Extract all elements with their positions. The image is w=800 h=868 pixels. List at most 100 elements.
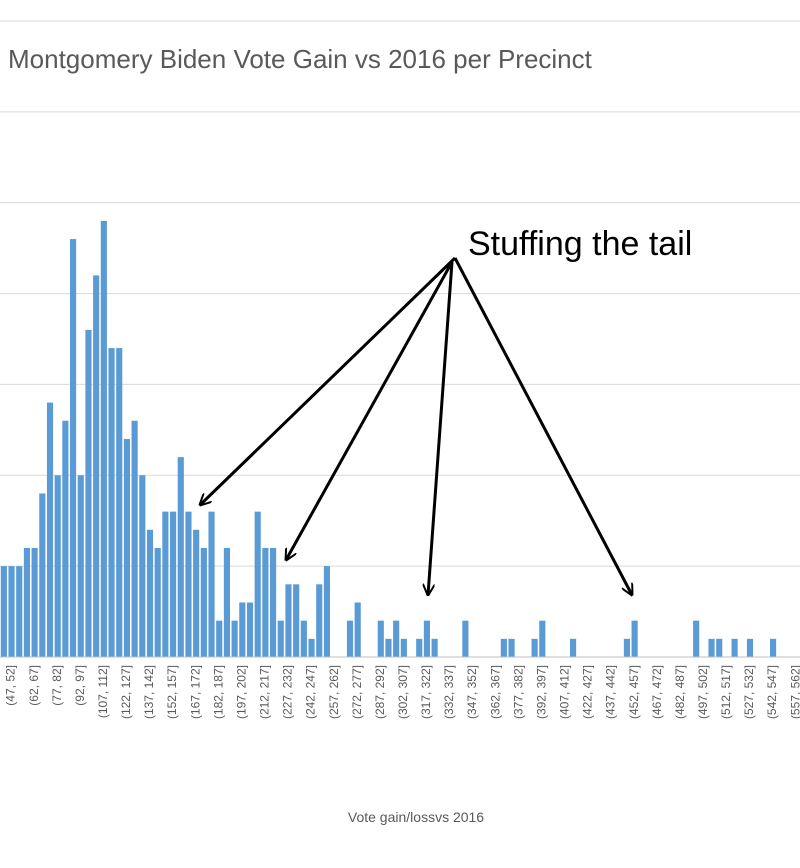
bar bbox=[323, 566, 330, 657]
bar bbox=[16, 566, 23, 657]
bar bbox=[100, 220, 107, 657]
bar bbox=[239, 602, 246, 657]
bar bbox=[131, 420, 138, 657]
x-tick-label: (332, 337] bbox=[442, 665, 456, 719]
x-tick-label: (392, 397] bbox=[534, 665, 548, 719]
bar bbox=[631, 620, 638, 657]
x-tick-label: (227, 232] bbox=[281, 665, 295, 719]
arrow bbox=[286, 261, 454, 560]
bar bbox=[154, 547, 161, 657]
bar bbox=[416, 638, 423, 657]
bar bbox=[531, 638, 538, 657]
bar bbox=[123, 438, 130, 657]
x-tick-label: (377, 382] bbox=[511, 665, 525, 719]
arrow bbox=[200, 256, 457, 505]
bar bbox=[208, 511, 215, 657]
x-tick-label: (197, 202] bbox=[234, 665, 248, 719]
x-tick-label: (152, 157] bbox=[165, 665, 179, 719]
bar bbox=[746, 638, 754, 657]
x-tick-label: (527, 532] bbox=[742, 665, 756, 719]
bar bbox=[216, 620, 223, 657]
x-tick-label: (497, 502] bbox=[696, 665, 710, 719]
bar bbox=[431, 638, 438, 657]
x-tick-label: (257, 262] bbox=[327, 665, 341, 719]
x-tick-label: (62, 67] bbox=[27, 665, 41, 706]
arrows bbox=[200, 256, 632, 595]
x-tick-label: (242, 247] bbox=[304, 665, 318, 719]
bar bbox=[277, 620, 284, 657]
x-tick-label: (557, 562] bbox=[788, 665, 800, 719]
bar bbox=[285, 584, 292, 657]
bar bbox=[146, 529, 154, 657]
bar bbox=[23, 547, 30, 657]
bar bbox=[193, 529, 200, 657]
x-tick-label: (302, 307] bbox=[396, 665, 410, 719]
bar bbox=[200, 547, 207, 657]
bar bbox=[570, 638, 577, 657]
bar bbox=[262, 547, 269, 657]
x-tick-label: (437, 442] bbox=[604, 665, 618, 719]
x-tick-label: (452, 457] bbox=[627, 665, 641, 719]
bar bbox=[108, 348, 115, 657]
bar bbox=[508, 638, 515, 657]
x-tick-label: (137, 142] bbox=[142, 665, 156, 719]
x-tick-label: (422, 427] bbox=[581, 665, 595, 719]
x-tick-label: (167, 172] bbox=[188, 665, 202, 719]
arrow bbox=[453, 257, 632, 595]
bar bbox=[77, 475, 84, 657]
bar bbox=[354, 602, 361, 657]
bar bbox=[170, 511, 177, 657]
bar bbox=[300, 620, 307, 657]
x-tick-label: (122, 127] bbox=[119, 665, 133, 719]
bar bbox=[46, 402, 54, 657]
bar bbox=[246, 602, 254, 657]
x-tick-label: (182, 187] bbox=[211, 665, 225, 719]
bar bbox=[31, 547, 38, 657]
bar bbox=[346, 620, 354, 657]
x-tick-label: (467, 472] bbox=[650, 665, 664, 719]
x-tick-label: (77, 82] bbox=[50, 665, 64, 706]
bar bbox=[70, 239, 77, 658]
bar bbox=[185, 511, 192, 657]
bar bbox=[293, 584, 300, 657]
chart-title: Montgomery Biden Vote Gain vs 2016 per P… bbox=[8, 44, 593, 74]
bar bbox=[716, 638, 723, 657]
bar bbox=[539, 620, 546, 657]
x-tick-label: (107, 112] bbox=[96, 665, 110, 718]
bar bbox=[385, 638, 392, 657]
bar bbox=[139, 475, 146, 657]
bar bbox=[423, 620, 430, 657]
bar bbox=[308, 638, 315, 657]
x-tick-label: (347, 352] bbox=[465, 665, 479, 719]
plot-area: (47, 52] (62, 67] (77, 82] (92, 97] (107, 11… bbox=[0, 20, 800, 719]
bar bbox=[231, 620, 238, 657]
bar bbox=[0, 566, 7, 657]
bar bbox=[54, 475, 61, 657]
x-tick-label: (407, 412] bbox=[558, 665, 572, 719]
bar bbox=[500, 638, 507, 657]
x-tick-label: (482, 487] bbox=[673, 665, 687, 719]
bar bbox=[8, 566, 15, 657]
bar bbox=[93, 275, 100, 657]
bar bbox=[85, 329, 92, 657]
x-tick-label: (542, 547] bbox=[765, 665, 779, 719]
bar bbox=[393, 620, 400, 657]
x-tick-label: (47, 52] bbox=[4, 665, 18, 706]
bar bbox=[116, 348, 123, 657]
bar bbox=[223, 547, 230, 657]
arrow bbox=[428, 261, 454, 595]
annotation: Stuffing the tail bbox=[468, 225, 692, 263]
x-tick-label: (272, 277] bbox=[350, 665, 364, 719]
x-tick-label: (317, 322] bbox=[419, 665, 433, 719]
x-tick-label: (287, 292] bbox=[373, 665, 387, 719]
bar bbox=[254, 511, 261, 657]
bar bbox=[731, 638, 738, 657]
bar bbox=[462, 620, 469, 657]
x-tick-label: (212, 217] bbox=[258, 665, 272, 719]
x-tick-label: (92, 97] bbox=[73, 665, 87, 706]
x-tick-label: (362, 367] bbox=[488, 665, 502, 719]
bar bbox=[177, 457, 184, 657]
bar bbox=[623, 638, 630, 657]
bar bbox=[400, 638, 407, 657]
